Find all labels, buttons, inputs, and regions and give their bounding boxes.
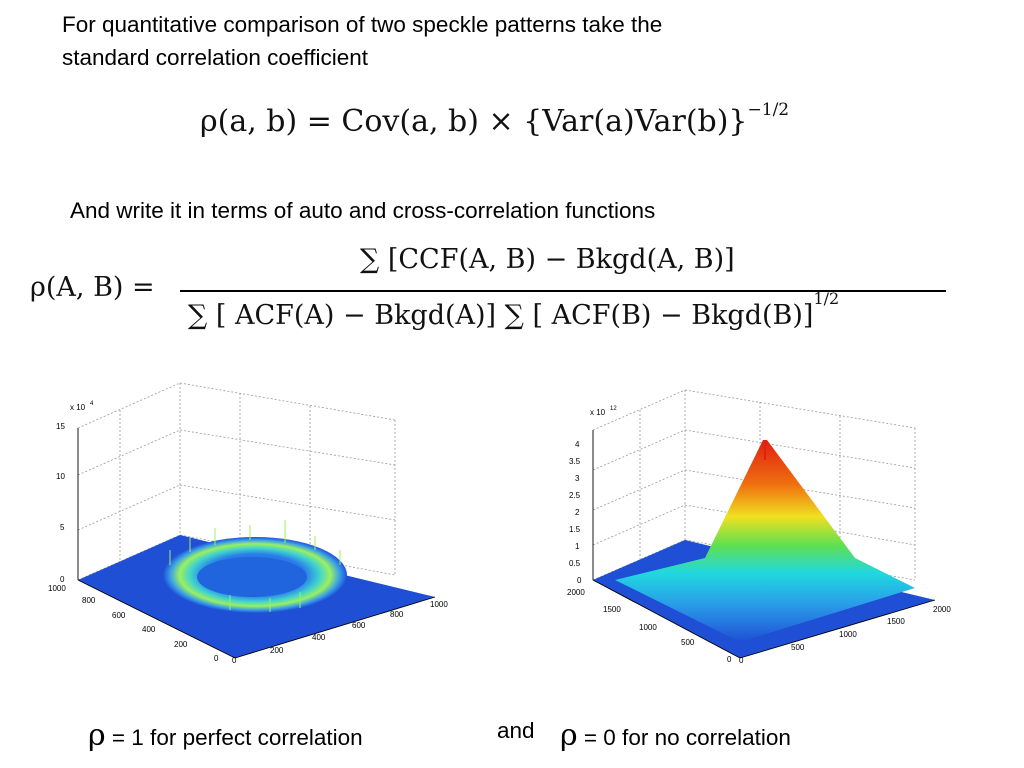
- left-x-tick-0: 0: [232, 656, 237, 665]
- right-z-tick-4: 4: [575, 440, 580, 449]
- left-x-tick-400: 400: [312, 633, 326, 642]
- right-z-tick-2-5: 2.5: [569, 491, 581, 500]
- left-x-tick-200: 200: [270, 646, 284, 655]
- no-correlation-note: ρ = 0 for no correlation: [560, 718, 791, 753]
- right-x-tick-2000: 2000: [933, 605, 951, 614]
- no-correlation-text: = 0 for no correlation: [583, 725, 791, 750]
- equation-1-exponent: −1/2: [747, 100, 790, 120]
- equation-2-denominator-body: ∑ [ ACF(A) − Bkgd(A)] ∑ [ ACF(B) − Bkgd(…: [188, 300, 814, 331]
- left-x-tick-800: 800: [390, 610, 404, 619]
- equation-2-denominator: ∑ [ ACF(A) − Bkgd(A)] ∑ [ ACF(B) − Bkgd(…: [188, 289, 839, 331]
- right-z-tick-0: 0: [577, 576, 582, 585]
- perfect-correlation-note: ρ = 1 for perfect correlation: [88, 718, 363, 753]
- right-z-tick-3: 3: [575, 474, 580, 483]
- correlation-peak: [615, 440, 915, 642]
- correlation-coefficient-equation: ρ(a, b) = Cov(a, b) × {Var(a)Var(b)}−1/2: [200, 100, 789, 139]
- equation-1-body: ρ(a, b) = Cov(a, b) × {Var(a)Var(b)}: [200, 104, 748, 139]
- right-x-tick-1500: 1500: [887, 617, 905, 626]
- equation-2-numerator: ∑ [CCF(A, B) − Bkgd(A, B)]: [360, 244, 735, 275]
- left-y-tick-200: 200: [174, 640, 188, 649]
- right-plot-multiplier-exp: 12: [610, 406, 617, 412]
- right-y-tick-2000: 2000: [567, 588, 585, 597]
- right-x-tick-500: 500: [791, 643, 805, 652]
- left-y-tick-800: 800: [82, 596, 96, 605]
- right-z-tick-1-5: 1.5: [569, 525, 581, 534]
- perfect-correlation-text: = 1 for perfect correlation: [111, 725, 363, 750]
- right-x-tick-1000: 1000: [839, 630, 857, 639]
- fraction-bar: [180, 290, 946, 292]
- right-z-tick-2: 2: [575, 508, 580, 517]
- intro-line-1: For quantitative comparison of two speck…: [62, 12, 663, 37]
- right-z-tick-1: 1: [575, 542, 580, 551]
- intro-text: For quantitative comparison of two speck…: [62, 8, 862, 74]
- correlation-peak-surface-plot: x 10 12 0 0.5 1 1.5 2 2.5 3 3.5 4 2000 1…: [567, 389, 951, 665]
- left-y-tick-0: 0: [214, 654, 219, 663]
- right-x-tick-0: 0: [739, 656, 744, 665]
- left-y-tick-400: 400: [142, 625, 156, 634]
- right-y-tick-1500: 1500: [603, 605, 621, 614]
- left-z-tick-10: 10: [56, 472, 65, 481]
- left-x-tick-1000: 1000: [430, 600, 448, 609]
- right-y-tick-0: 0: [727, 655, 732, 664]
- left-z-tick-0: 0: [60, 575, 65, 584]
- equation-2-exponent: 1/2: [813, 289, 840, 308]
- equation-2-lhs: ρ(A, B) =: [30, 272, 155, 303]
- intro-text-2: And write it in terms of auto and cross-…: [70, 198, 656, 223]
- right-y-tick-500: 500: [681, 638, 695, 647]
- and-word: and: [497, 718, 535, 743]
- rho-symbol: ρ: [88, 718, 106, 753]
- left-y-tick-1000: 1000: [48, 584, 66, 593]
- left-z-tick-5: 5: [60, 523, 65, 532]
- left-plot-multiplier: x 10: [70, 403, 86, 412]
- left-z-tick-15: 15: [56, 422, 65, 431]
- right-plot-multiplier: x 10: [590, 408, 606, 417]
- left-y-tick-600: 600: [112, 611, 126, 620]
- intro-line-2: standard correlation coefficient: [62, 45, 369, 70]
- left-x-tick-600: 600: [352, 621, 366, 630]
- right-y-tick-1000: 1000: [639, 623, 657, 632]
- right-z-tick-0-5: 0.5: [569, 559, 581, 568]
- speckle-ring-surface-plot: x 10 4 0 5 10 15 1000 800 600 400 200 0 …: [48, 382, 448, 665]
- rho-symbol-2: ρ: [560, 718, 578, 753]
- left-plot-multiplier-exp: 4: [90, 401, 94, 407]
- right-z-tick-3-5: 3.5: [569, 457, 581, 466]
